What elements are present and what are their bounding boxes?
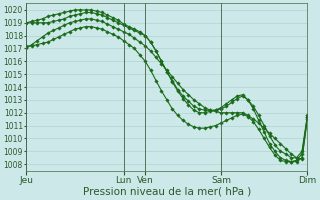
X-axis label: Pression niveau de la mer( hPa ): Pression niveau de la mer( hPa ) bbox=[83, 187, 251, 197]
